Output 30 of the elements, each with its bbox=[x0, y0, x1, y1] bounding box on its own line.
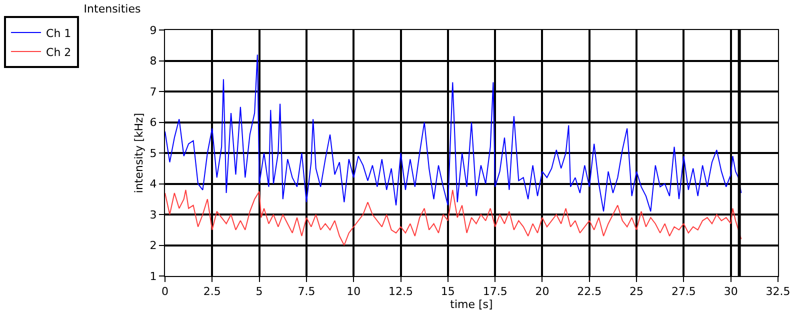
x-tick-label: 15 bbox=[440, 285, 455, 298]
y-tick-label: 4 bbox=[150, 178, 157, 191]
chart-title: Intensities bbox=[84, 2, 142, 16]
x-tick-label: 25 bbox=[630, 285, 644, 298]
legend-label: Ch 1 bbox=[46, 26, 72, 40]
y-tick-label: 3 bbox=[150, 208, 157, 222]
y-tick-label: 9 bbox=[150, 24, 157, 37]
legend-label: Ch 2 bbox=[46, 46, 72, 59]
x-tick-label: 27.5 bbox=[671, 285, 696, 298]
y-tick-label: 1 bbox=[150, 270, 157, 283]
x-tick-label: 0 bbox=[162, 285, 168, 298]
x-tick-label: 17.5 bbox=[482, 285, 508, 298]
x-tick-label: 7.5 bbox=[298, 285, 316, 298]
x-axis-title: time [s] bbox=[450, 298, 493, 312]
y-tick-label: 2 bbox=[150, 239, 157, 252]
y-tick-label: 5 bbox=[150, 146, 157, 160]
x-tick-label: 22.5 bbox=[577, 285, 602, 298]
y-tick-label: 7 bbox=[150, 85, 157, 98]
y-tick-label: 6 bbox=[150, 116, 157, 130]
line-series bbox=[165, 54, 742, 212]
x-tick-label: 10 bbox=[346, 285, 361, 298]
x-tick-label: 2.5 bbox=[203, 285, 221, 298]
y-axis-title: intensity [kHz] bbox=[132, 112, 146, 194]
x-tick-label: 5 bbox=[256, 285, 263, 298]
x-tick-label: 30 bbox=[724, 285, 738, 298]
x-tick-label: 12.5 bbox=[388, 285, 414, 298]
x-tick-label: 32.5 bbox=[766, 285, 790, 298]
x-tick-label: 20 bbox=[535, 285, 550, 298]
line-series bbox=[165, 189, 742, 246]
y-tick-label: 8 bbox=[150, 54, 157, 68]
